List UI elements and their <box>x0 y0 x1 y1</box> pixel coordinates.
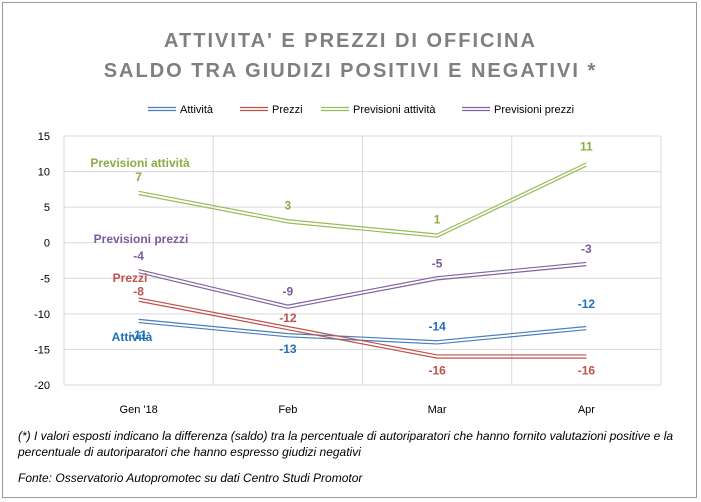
legend-label: Attività <box>180 104 214 116</box>
series-line <box>138 300 587 359</box>
chart-title: ATTIVITA' E PREZZI DI OFFICINA <box>164 30 537 52</box>
data-label: -12 <box>279 311 297 325</box>
legend-label: Prezzi <box>272 104 303 116</box>
chart-frame <box>2 2 697 498</box>
x-tick-label: Gen '18 <box>120 404 158 416</box>
series-line <box>138 162 587 235</box>
series-line <box>138 297 587 356</box>
chart-subtitle: SALDO TRA GIUDIZI POSITIVI E NEGATIVI * <box>103 60 598 82</box>
data-label: -9 <box>283 285 294 299</box>
data-label: -8 <box>133 285 144 299</box>
data-label: -14 <box>428 319 446 333</box>
footnote: (*) I valori esposti indicano la differe… <box>18 429 674 459</box>
series-line <box>138 165 587 238</box>
y-tick-label: 15 <box>38 131 50 143</box>
series-line <box>138 261 587 306</box>
data-label: -4 <box>133 249 144 263</box>
data-label: -12 <box>578 297 596 311</box>
data-label: -16 <box>428 364 446 378</box>
x-tick-label: Mar <box>428 404 447 416</box>
data-label: 11 <box>580 139 593 153</box>
y-tick-label: 0 <box>44 238 50 250</box>
series-inline-label: Previsioni prezzi <box>94 232 189 246</box>
series-line <box>138 318 587 342</box>
legend-label: Previsioni prezzi <box>494 104 574 116</box>
data-label: 7 <box>135 170 142 184</box>
x-tick-label: Apr <box>578 404 595 416</box>
y-tick-label: -10 <box>34 309 50 321</box>
series-inline-label: Attività <box>112 330 153 344</box>
data-label: 1 <box>434 213 441 227</box>
y-tick-label: 5 <box>44 202 50 214</box>
x-tick-label: Feb <box>278 404 297 416</box>
series-inline-label: Previsioni attività <box>90 156 190 170</box>
legend-label: Previsioni attività <box>353 104 436 116</box>
y-tick-label: -20 <box>34 380 50 392</box>
series-inline-label: Prezzi <box>113 271 148 285</box>
y-tick-label: 10 <box>38 167 50 179</box>
y-tick-label: -5 <box>40 273 50 285</box>
data-label: -13 <box>279 342 297 356</box>
data-label: 3 <box>285 198 292 212</box>
data-label: -11 <box>130 328 147 342</box>
data-label: -5 <box>432 256 443 270</box>
source-note: Fonte: Osservatorio Autopromotec su dati… <box>18 471 363 485</box>
series-line <box>138 265 587 309</box>
data-label: -16 <box>578 364 596 378</box>
y-tick-label: -15 <box>34 344 50 356</box>
data-label: -3 <box>581 242 592 256</box>
